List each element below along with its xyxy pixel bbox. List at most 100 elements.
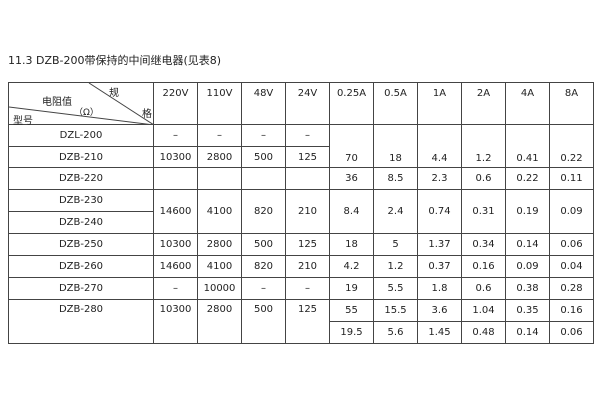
- value-cell: 5.6: [373, 321, 418, 344]
- value-cell: 0.22: [505, 167, 550, 190]
- header-current: 0.5A: [373, 82, 418, 125]
- value-cell: [241, 167, 286, 190]
- value-cell: 0.09: [505, 255, 550, 278]
- model-cell: DZB-250: [8, 233, 154, 256]
- value-cell: 0.31: [461, 189, 506, 234]
- value-cell: –: [153, 277, 198, 300]
- value-cell: 0.16: [549, 299, 594, 322]
- value-cell: 10300: [153, 299, 198, 344]
- value-cell: 1.45: [417, 321, 462, 344]
- value-cell: –: [241, 277, 286, 300]
- value-cell: 210: [285, 189, 330, 234]
- value-cell: 36: [329, 167, 374, 190]
- value-cell: 0.06: [549, 321, 594, 344]
- model-cell: DZB-230: [8, 189, 154, 212]
- value-cell: [197, 167, 242, 190]
- corner-label-model: 型号: [13, 116, 33, 127]
- value-cell: 10000: [197, 277, 242, 300]
- value-cell: 0.41: [505, 124, 550, 168]
- value-cell: 820: [241, 189, 286, 234]
- value-cell: 0.6: [461, 167, 506, 190]
- value-cell: 1.04: [461, 299, 506, 322]
- value-cell: 0.06: [549, 233, 594, 256]
- diagonal-lines: [9, 83, 154, 125]
- value-cell: 125: [285, 233, 330, 256]
- value-cell: –: [285, 277, 330, 300]
- value-cell: 2.4: [373, 189, 418, 234]
- value-cell: 0.04: [549, 255, 594, 278]
- value-cell: 10300: [153, 233, 198, 256]
- corner-label-spec: 规: [109, 88, 119, 99]
- value-cell: 19: [329, 277, 374, 300]
- corner-header: 规 电阻值 （Ω） 格 型号: [8, 82, 154, 127]
- table-caption: 11.3 DZB-200带保持的中间继电器(见表8): [8, 54, 222, 67]
- value-cell: 0.19: [505, 189, 550, 234]
- value-cell: 0.09: [549, 189, 594, 234]
- value-cell: –: [285, 124, 330, 147]
- corner-label-resistance: 电阻值: [42, 97, 72, 108]
- value-cell: 5: [373, 233, 418, 256]
- value-cell: 4.2: [329, 255, 374, 278]
- value-cell: 0.22: [549, 124, 594, 168]
- value-cell: 55: [329, 299, 374, 322]
- value-cell: 70: [329, 124, 374, 168]
- model-cell: DZB-280: [8, 299, 154, 344]
- value-cell: 4.4: [417, 124, 462, 168]
- value-cell: 14600: [153, 255, 198, 278]
- resistance-table-voltage: 规 电阻值 （Ω） 格 型号 220V 110V 48V 24V DZL-200…: [8, 82, 330, 344]
- header-current: 8A: [549, 82, 594, 125]
- value-cell: 0.16: [461, 255, 506, 278]
- value-cell: 14600: [153, 189, 198, 234]
- value-cell: 8.5: [373, 167, 418, 190]
- value-cell: [285, 167, 330, 190]
- model-cell: DZB-240: [8, 211, 154, 234]
- value-cell: –: [153, 124, 198, 147]
- model-cell: DZB-210: [8, 146, 154, 168]
- header-current: 1A: [417, 82, 462, 125]
- header-220v: 220V: [153, 82, 198, 125]
- value-cell: 8.4: [329, 189, 374, 234]
- value-cell: 2800: [197, 299, 242, 344]
- value-cell: 820: [241, 255, 286, 278]
- header-110v: 110V: [197, 82, 242, 125]
- value-cell: 0.37: [417, 255, 462, 278]
- header-24v: 24V: [285, 82, 330, 125]
- value-cell: 2800: [197, 146, 242, 168]
- value-cell: 15.5: [373, 299, 418, 322]
- value-cell: 0.6: [461, 277, 506, 300]
- value-cell: 210: [285, 255, 330, 278]
- value-cell: –: [197, 124, 242, 147]
- value-cell: 500: [241, 299, 286, 344]
- value-cell: 1.8: [417, 277, 462, 300]
- value-cell: 0.11: [549, 167, 594, 190]
- corner-label-ge: 格: [142, 109, 152, 120]
- value-cell: 4100: [197, 255, 242, 278]
- header-48v: 48V: [241, 82, 286, 125]
- value-cell: 0.14: [505, 321, 550, 344]
- value-cell: 1.37: [417, 233, 462, 256]
- value-cell: 0.74: [417, 189, 462, 234]
- header-current: 4A: [505, 82, 550, 125]
- value-cell: 0.48: [461, 321, 506, 344]
- value-cell: 0.38: [505, 277, 550, 300]
- value-cell: 0.35: [505, 299, 550, 322]
- value-cell: 125: [285, 146, 330, 168]
- corner-label-unit: （Ω）: [74, 108, 99, 118]
- value-cell: 19.5: [329, 321, 374, 344]
- header-current: 0.25A: [329, 82, 374, 125]
- value-cell: 1.2: [373, 255, 418, 278]
- model-cell: DZB-220: [8, 167, 154, 190]
- value-cell: 1.2: [461, 124, 506, 168]
- value-cell: 0.14: [505, 233, 550, 256]
- resistance-table-current: 0.25A 0.5A 1A 2A 4A 8A 70 18 4.4 1.2 0.41 0.2…: [329, 82, 594, 344]
- value-cell: 4100: [197, 189, 242, 234]
- value-cell: –: [241, 124, 286, 147]
- value-cell: 2.3: [417, 167, 462, 190]
- model-cell: DZB-270: [8, 277, 154, 300]
- value-cell: 500: [241, 146, 286, 168]
- header-current: 2A: [461, 82, 506, 125]
- value-cell: 10300: [153, 146, 198, 168]
- value-cell: 18: [329, 233, 374, 256]
- value-cell: [153, 167, 198, 190]
- value-cell: 18: [373, 124, 418, 168]
